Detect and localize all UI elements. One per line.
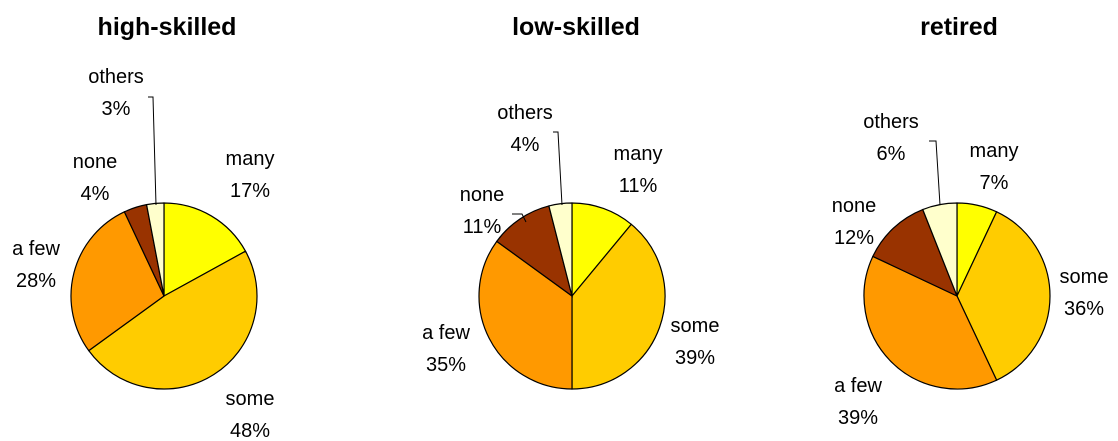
chart-title: high-skilled bbox=[98, 13, 237, 41]
slice-percent-none: 11% bbox=[463, 216, 502, 238]
pie-chart-1: high-skilled many 17% some 48% a few 28% none 4%… bbox=[12, 13, 274, 441]
slice-label-some: some bbox=[1060, 266, 1109, 288]
slice-percent-a-few: 28% bbox=[16, 270, 56, 292]
slice-label-a-few: a few bbox=[422, 322, 470, 344]
slice-percent-some: 36% bbox=[1064, 298, 1104, 320]
slice-percent-many: 17% bbox=[230, 180, 270, 202]
pie-slice-others bbox=[145, 202, 165, 297]
slice-percent-others: 6% bbox=[877, 143, 906, 165]
slice-percent-none: 12% bbox=[834, 227, 874, 249]
slice-label-many: many bbox=[614, 143, 663, 165]
slice-percent-many: 11% bbox=[619, 175, 658, 197]
slice-percent-others: 4% bbox=[511, 134, 540, 156]
pie-slice-many bbox=[163, 202, 247, 298]
pie-slice-some bbox=[87, 250, 258, 390]
slice-label-others: others bbox=[863, 111, 919, 133]
slice-percent-none: 4% bbox=[81, 183, 110, 205]
slice-label-many: many bbox=[970, 140, 1019, 162]
pie-slice-a-few bbox=[478, 240, 573, 390]
slice-label-others: others bbox=[88, 66, 144, 88]
pie-slice-some bbox=[956, 211, 1051, 381]
leader-line-others bbox=[929, 140, 941, 206]
slice-percent-a-few: 35% bbox=[426, 354, 466, 376]
slice-label-a-few: a few bbox=[834, 375, 882, 397]
slice-percent-many: 7% bbox=[980, 172, 1009, 194]
pie-slice-a-few bbox=[70, 211, 165, 352]
pie-slice-a-few bbox=[863, 255, 998, 390]
chart-title: retired bbox=[920, 13, 998, 41]
slice-label-some: some bbox=[226, 388, 275, 410]
pie-slice-others bbox=[548, 202, 573, 297]
slice-label-many: many bbox=[226, 148, 275, 170]
slice-label-none: none bbox=[832, 195, 877, 217]
pie-slice-none bbox=[872, 208, 959, 298]
slice-percent-some: 39% bbox=[675, 347, 715, 369]
leader-line-none bbox=[512, 213, 527, 223]
pie-slice-some bbox=[571, 223, 666, 390]
slice-label-a-few: a few bbox=[12, 238, 60, 260]
slice-label-none: none bbox=[460, 184, 505, 206]
slice-label-some: some bbox=[671, 315, 720, 337]
leader-line-others bbox=[148, 96, 157, 206]
leader-line-others bbox=[553, 131, 563, 206]
slice-label-others: others bbox=[497, 102, 553, 124]
slice-label-none: none bbox=[73, 151, 118, 173]
slice-percent-others: 3% bbox=[102, 98, 131, 120]
pie-chart-2: low-skilled many 11% some 39% a few 35% none 11%… bbox=[422, 13, 720, 390]
pie-chart-3: retired many 7% some 36% a few 39% none 12% other… bbox=[832, 13, 1109, 429]
chart-title: low-skilled bbox=[512, 13, 640, 41]
slice-percent-some: 48% bbox=[230, 420, 270, 441]
slice-percent-a-few: 39% bbox=[838, 407, 878, 429]
